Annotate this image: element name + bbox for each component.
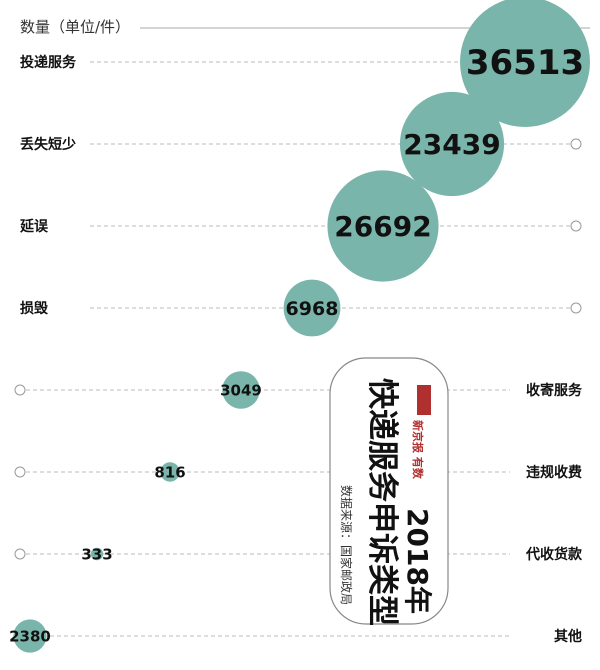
category-label: 丢失短少 [20, 136, 76, 153]
chart-title: 快递服务申诉类型 [364, 378, 400, 626]
category-label: 代收货款 [525, 546, 583, 563]
bubble [283, 279, 341, 337]
category-label: 违规收费 [526, 464, 582, 481]
brand-text: 新京报 有数 [411, 420, 425, 480]
category-label: 延误 [19, 218, 49, 235]
source-note: 数据来源：国家邮政局 [339, 485, 354, 605]
value-label: 2380 [9, 627, 51, 645]
bubble [222, 371, 260, 409]
chart-year: 2018年 [401, 508, 434, 614]
bubble [460, 0, 590, 127]
bubble [160, 462, 180, 482]
bubble [327, 170, 439, 282]
value-label: 3049 [220, 381, 262, 399]
bubble [399, 91, 505, 197]
end-marker [14, 384, 26, 396]
value-label: 23439 [403, 128, 500, 161]
category-label: 其他 [554, 628, 582, 645]
end-marker [14, 466, 26, 478]
bubble [13, 619, 47, 653]
value-label: 6968 [286, 298, 339, 320]
value-label: 333 [81, 545, 112, 563]
unit-label: 数量（单位/件） [20, 16, 137, 37]
end-marker [570, 302, 582, 314]
end-marker [570, 138, 582, 150]
end-marker [14, 548, 26, 560]
category-label: 收寄服务 [526, 382, 583, 399]
value-label: 26692 [334, 210, 431, 243]
brand-logo [417, 385, 431, 415]
category-label: 损毁 [20, 300, 49, 317]
bubble [90, 547, 104, 561]
end-marker [570, 220, 582, 232]
value-label: 36513 [466, 43, 584, 83]
value-label: 816 [154, 463, 185, 481]
category-label: 投递服务 [20, 54, 77, 71]
title-box [329, 357, 449, 625]
